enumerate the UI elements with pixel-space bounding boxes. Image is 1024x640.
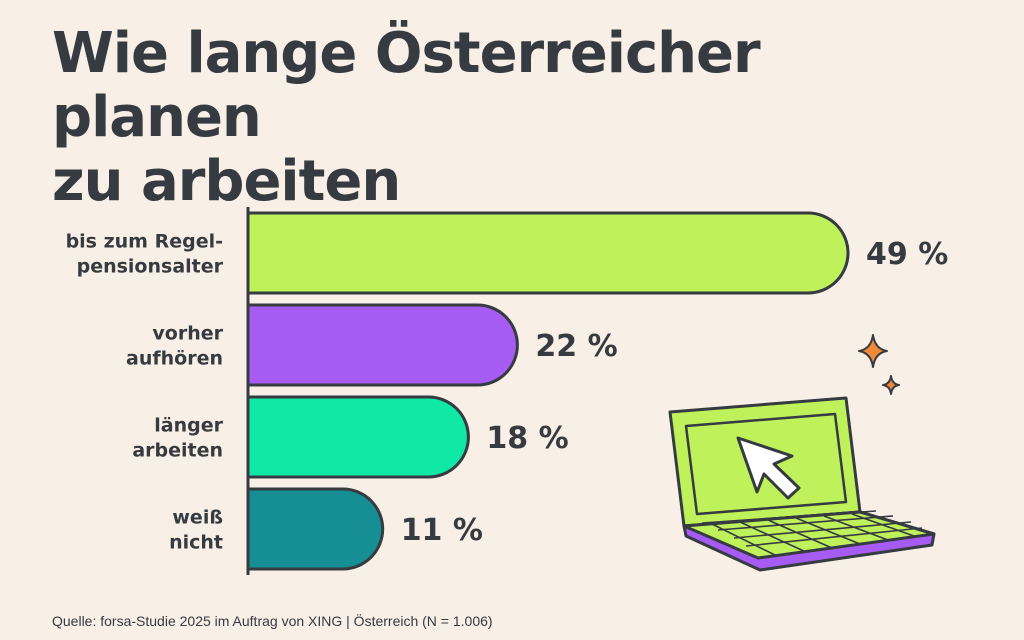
bar-2 — [246, 395, 470, 479]
value-label-0: 49 % — [866, 237, 948, 272]
value-label-1: 22 % — [535, 329, 617, 364]
bar-0 — [246, 211, 850, 295]
cursor-arrow-icon — [736, 436, 801, 500]
chart-title: Wie lange Österreicher planen zu arbeite… — [52, 22, 952, 214]
category-label-1: vorher aufhören — [126, 323, 224, 370]
category-label-2: länger arbeiten — [132, 415, 223, 462]
laptop-cursor-illustration — [668, 334, 936, 572]
value-label-2: 18 % — [486, 421, 568, 456]
bar-3 — [246, 487, 385, 571]
chart-title-line-2: zu arbeiten — [52, 149, 401, 214]
bar-1 — [246, 303, 519, 387]
category-label-0: bis zum Regel-pensionsalter — [66, 231, 224, 278]
sparkle-small-icon — [882, 375, 900, 395]
value-label-3: 11 % — [401, 513, 483, 548]
source-note: Quelle: forsa-Studie 2025 im Auftrag von… — [52, 613, 493, 629]
sparkle-large-icon — [858, 334, 888, 368]
laptop-keyboard-base — [682, 510, 936, 572]
chart-title-line-1: Wie lange Österreicher planen — [52, 21, 761, 150]
category-label-3: weiß nicht — [169, 507, 223, 554]
